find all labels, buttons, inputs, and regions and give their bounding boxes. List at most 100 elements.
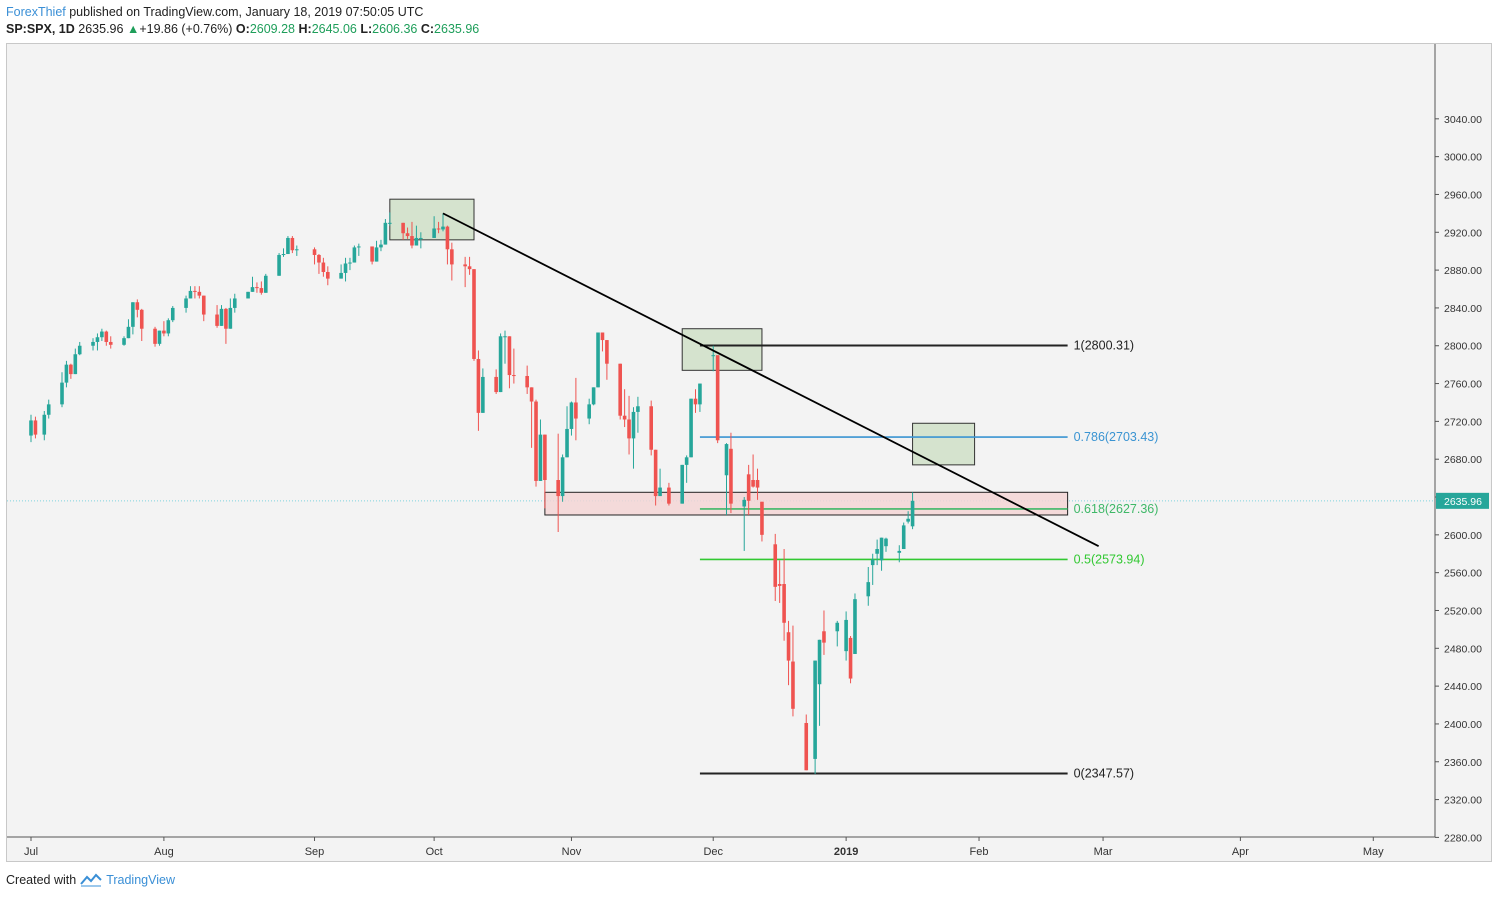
highlight-box[interactable] (681, 328, 763, 371)
chart-frame[interactable]: 2280.00 2320.00 2360.00 2400.00 2440.00 2480.… (6, 43, 1492, 862)
change-value: +19.86 (+0.76%) (139, 22, 233, 36)
candle-body (197, 291, 202, 296)
candle-body (817, 639, 822, 685)
candle-body (773, 544, 778, 587)
time-tick-label: Nov (562, 846, 582, 858)
candle-body (286, 237, 290, 255)
price-tick-label: 2920.00 (1444, 227, 1482, 239)
candle-body (698, 383, 702, 405)
last-price: 2635.96 (78, 22, 124, 36)
candle-body (879, 537, 884, 561)
candle-body (352, 247, 357, 263)
time-tick-label: Apr (1232, 846, 1249, 858)
candle-body (897, 550, 902, 553)
candle-body (689, 398, 693, 458)
candle-body (618, 363, 622, 416)
price-tick-label: 2400.00 (1444, 719, 1482, 731)
candle-body (436, 228, 441, 230)
price-tick-label: 3040.00 (1444, 114, 1482, 126)
candle-body (170, 307, 175, 321)
candle-body (383, 222, 388, 245)
open-label: O: (235, 22, 250, 36)
candle-body (729, 448, 733, 504)
candle-body (884, 538, 888, 547)
candle-body (317, 254, 321, 263)
candle-body (715, 355, 720, 441)
fib-level-label: 1(2800.31) (1074, 338, 1134, 352)
candle-body (534, 401, 538, 481)
candle-body (587, 404, 591, 419)
candle-body (201, 295, 206, 315)
candle-body (565, 428, 569, 458)
candle-body (153, 328, 157, 344)
tradingview-logo-icon (80, 873, 102, 887)
candle-body (445, 226, 450, 250)
price-tick-label: 2280.00 (1444, 832, 1482, 844)
candle-body (91, 341, 95, 346)
candle-body (357, 246, 361, 248)
candle-body (627, 419, 631, 439)
up-arrow-icon: ▲ (126, 22, 140, 36)
candle-body (591, 387, 596, 405)
candle-body (600, 332, 605, 341)
candle-body (472, 269, 476, 359)
trendline[interactable] (442, 212, 1100, 547)
low-value: 2606.36 (372, 22, 418, 36)
candle-body (813, 660, 817, 759)
price-tick-label: 2840.00 (1444, 303, 1482, 315)
candle-body (162, 330, 166, 334)
candle-body (556, 480, 560, 497)
time-tick-label: Sep (305, 846, 325, 858)
candle-body (853, 599, 857, 654)
candle-body (680, 464, 685, 504)
candle-body (560, 457, 565, 497)
price-tick-label: 2800.00 (1444, 341, 1482, 353)
price-tick-label: 2880.00 (1444, 265, 1482, 277)
candle-body (786, 632, 791, 661)
candle-body (215, 314, 219, 326)
candle-body (711, 355, 716, 357)
price-tick-label: 2480.00 (1444, 643, 1482, 655)
resistance-zone[interactable] (544, 491, 1069, 516)
plot-area[interactable] (7, 44, 1435, 837)
candle-body (139, 309, 144, 329)
candle-body (122, 338, 126, 345)
candle-body (250, 287, 255, 292)
price-tick-label: 2560.00 (1444, 568, 1482, 580)
candle-body (653, 449, 658, 497)
candle-body (277, 254, 281, 276)
candle-body (60, 382, 64, 405)
price-tick-label: 2680.00 (1444, 454, 1482, 466)
candle-body (866, 582, 871, 597)
author-name[interactable]: ForexThief (6, 5, 66, 19)
candle-body (219, 308, 224, 326)
candle-body (42, 414, 47, 435)
close-value: 2635.96 (434, 22, 480, 36)
candle-body (569, 402, 574, 429)
candle-body (512, 375, 516, 377)
fib-level-label: 0.5(2573.94) (1074, 552, 1145, 566)
candle-body (104, 331, 109, 342)
time-tick-label: Aug (154, 846, 174, 858)
tradingview-brand[interactable]: TradingView (106, 873, 175, 887)
candle-body (605, 340, 609, 364)
candle-body (622, 415, 627, 420)
candle-body (405, 233, 410, 237)
created-with-text: Created with (6, 873, 77, 887)
candle-body (631, 411, 636, 439)
highlight-box[interactable] (912, 422, 976, 466)
open-value: 2609.28 (249, 22, 295, 36)
candle-body (77, 345, 82, 355)
candle-body (95, 337, 100, 342)
close-label: C: (420, 22, 435, 36)
time-tick-label: Dec (703, 846, 723, 858)
candle-body (69, 364, 73, 375)
time-tick-label: Feb (970, 846, 989, 858)
candle-body (388, 222, 392, 224)
candle-body (370, 246, 374, 262)
highlight-box[interactable] (389, 198, 475, 241)
candle-body (910, 500, 915, 527)
price-tick-label: 2520.00 (1444, 605, 1482, 617)
candlestick-chart[interactable]: 2280.00 2320.00 2360.00 2400.00 2440.00 2480.… (7, 44, 1491, 861)
candle-body (503, 336, 507, 338)
